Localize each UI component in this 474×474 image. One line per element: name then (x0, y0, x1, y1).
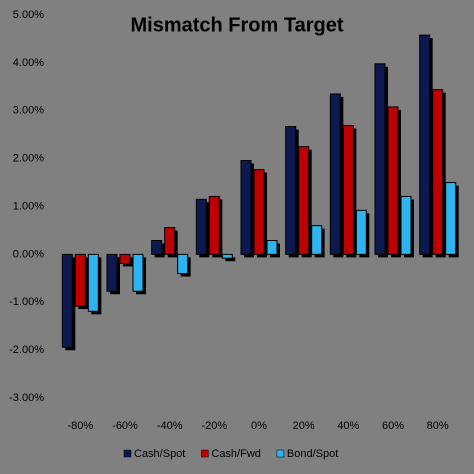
y-tick-label: 5.00% (13, 9, 44, 21)
y-tick-label: -3.00% (9, 392, 44, 404)
bar (253, 169, 265, 255)
x-tick-label: 40% (337, 420, 359, 432)
bar (106, 253, 118, 292)
bar (164, 227, 176, 255)
bar (221, 253, 233, 259)
y-tick-label: 3.00% (13, 105, 44, 117)
x-tick-label: 0% (251, 420, 267, 432)
bar (387, 106, 399, 255)
x-tick-label: -60% (112, 420, 138, 432)
bar (374, 63, 386, 255)
x-tick-label: -20% (201, 420, 227, 432)
y-tick-label: 2.00% (13, 153, 44, 165)
bar (151, 239, 163, 255)
x-tick-label: -80% (67, 420, 93, 432)
y-tick-label: -2.00% (9, 344, 44, 356)
bar (74, 253, 86, 307)
y-tick-label: 0.00% (13, 248, 44, 260)
chart-title: Mismatch From Target (131, 14, 344, 36)
bar (61, 253, 73, 348)
bar (266, 239, 278, 255)
y-tick-label: 1.00% (13, 200, 44, 212)
bar (419, 34, 431, 255)
legend-swatch (123, 449, 132, 458)
y-tick-label: -1.00% (9, 296, 44, 308)
bar-shadow (225, 257, 236, 262)
y-tick-label: 4.00% (13, 57, 44, 69)
bar (132, 253, 144, 292)
bar (208, 195, 220, 255)
bar (432, 89, 444, 255)
legend-label: Cash/Fwd (211, 448, 261, 460)
legend-label: Bond/Spot (287, 448, 338, 460)
x-tick-label: 60% (382, 420, 404, 432)
bar (311, 225, 323, 255)
legend-swatch (201, 449, 209, 458)
bar (195, 198, 207, 255)
bar (119, 253, 131, 264)
legend-swatch (276, 449, 285, 458)
bar (400, 195, 412, 255)
bar (298, 146, 310, 255)
bar (355, 209, 367, 255)
legend-label: Cash/Spot (134, 448, 185, 460)
bar (240, 160, 252, 255)
bar (445, 182, 457, 255)
bar (342, 125, 354, 255)
bar (285, 126, 297, 255)
x-tick-label: 20% (293, 420, 315, 432)
x-tick-label: 80% (427, 420, 449, 432)
x-tick-label: -40% (157, 420, 183, 432)
bar (87, 253, 99, 312)
bar (329, 93, 341, 255)
bar (177, 253, 189, 275)
